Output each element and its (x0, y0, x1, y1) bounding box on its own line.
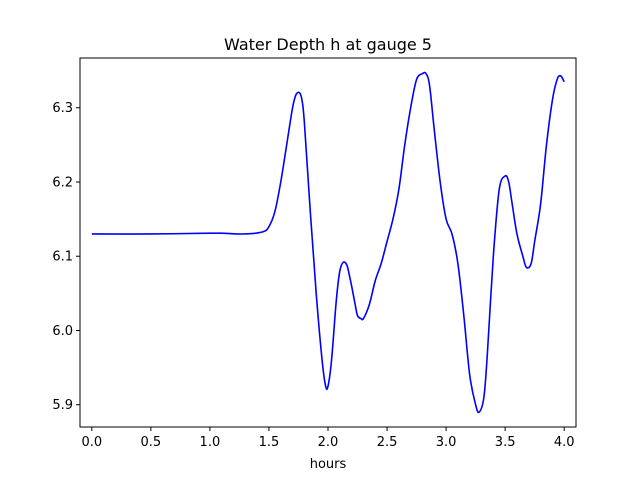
x-tick-label: 2.5 (377, 435, 398, 450)
x-tick-label: 2.0 (318, 435, 339, 450)
y-tick-label: 6.1 (52, 250, 73, 265)
y-tick-label: 6.0 (52, 324, 73, 339)
chart-title: Water Depth h at gauge 5 (224, 35, 432, 54)
x-tick-label: 1.5 (259, 435, 280, 450)
y-axis-ticks: 5.9 6.0 6.1 6.2 6.3 (52, 101, 80, 413)
x-axis-ticks: 0.0 0.5 1.0 1.5 2.0 2.5 3.0 3.5 4.0 (81, 427, 575, 450)
x-tick-label: 3.0 (436, 435, 457, 450)
x-tick-label: 0.0 (81, 435, 102, 450)
x-axis-label: hours (310, 457, 347, 472)
y-tick-label: 6.2 (52, 175, 73, 190)
plot-frame (79, 57, 577, 428)
series-layer (91, 71, 565, 414)
x-tick-label: 3.5 (495, 435, 516, 450)
x-tick-label: 4.0 (554, 435, 575, 450)
y-tick-label: 5.9 (52, 398, 73, 413)
x-tick-label: 1.0 (200, 435, 221, 450)
x-tick-label: 0.5 (141, 435, 162, 450)
series-line (91, 71, 565, 414)
y-tick-label: 6.3 (52, 101, 73, 116)
